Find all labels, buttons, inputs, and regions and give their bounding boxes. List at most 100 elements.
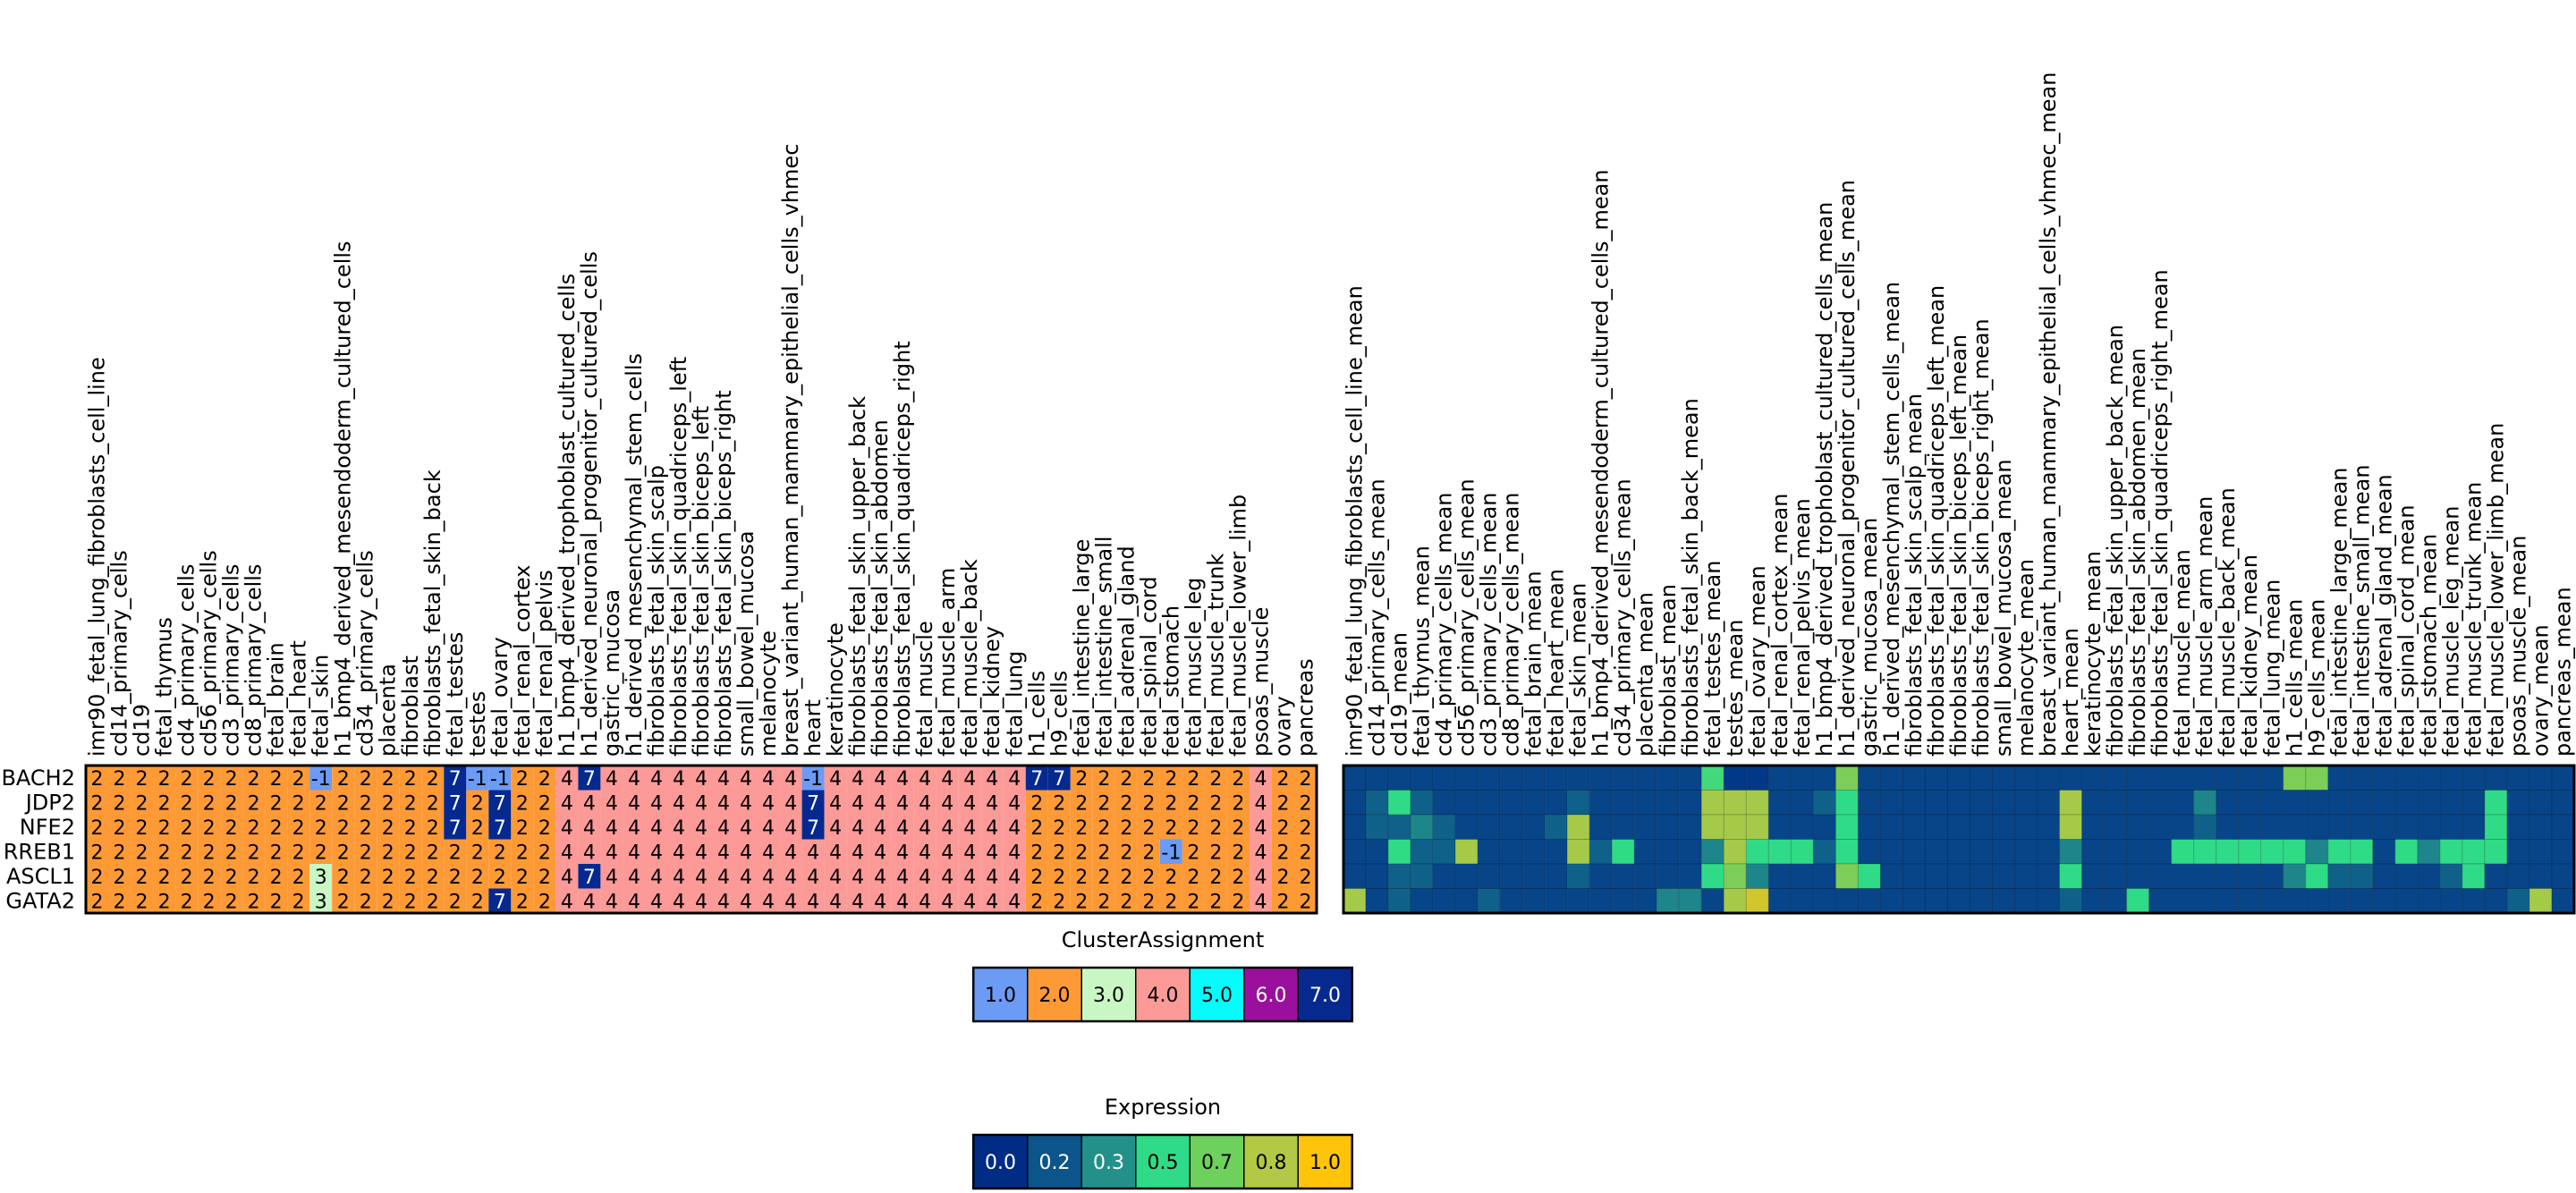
- legend-swatch: [1189, 1134, 1245, 1189]
- heatmap-cell: [734, 839, 758, 864]
- heatmap-cell: [1387, 888, 1411, 914]
- column-label: fibroblasts_fetal_skin_biceps_right: [711, 390, 736, 757]
- heatmap-cell: [2148, 765, 2173, 791]
- heatmap-cell: [1070, 790, 1093, 815]
- cell-label: 4: [1254, 842, 1267, 864]
- heatmap-cell: [1992, 790, 2016, 816]
- heatmap-cell: [1857, 839, 1881, 865]
- column-label: fibroblast: [398, 656, 423, 757]
- cell-label: 2: [427, 817, 439, 840]
- heatmap-cell: [421, 790, 445, 815]
- heatmap-cell: [86, 888, 109, 913]
- heatmap-cell: [1611, 888, 1635, 914]
- expression-legend: Expression 0.0 0.2 0.3 0.5 0.7 0.8 1.0: [972, 1095, 1353, 1190]
- cell-label: 4: [628, 867, 640, 889]
- cell-label: 2: [538, 817, 551, 840]
- heatmap-cell: [2238, 839, 2262, 865]
- cell-label: 2: [382, 867, 394, 889]
- heatmap-cell: [1025, 888, 1048, 913]
- cell-label: 4: [1008, 817, 1021, 840]
- heatmap-cell: [2283, 839, 2307, 865]
- cell-label: 4: [986, 768, 998, 791]
- cell-label: 2: [225, 842, 238, 864]
- column-label: fetal_heart_mean: [1544, 569, 1569, 757]
- heatmap-cell: [175, 864, 199, 889]
- heatmap-cell: [86, 864, 109, 889]
- heatmap-cell: [220, 839, 243, 864]
- cell-label: 4: [673, 842, 685, 864]
- heatmap-cell: [1589, 814, 1613, 840]
- heatmap-cell: [1970, 863, 1994, 889]
- heatmap-cell: [2305, 863, 2329, 889]
- cell-label: 2: [91, 842, 104, 864]
- cell-label: 4: [583, 842, 596, 864]
- cell-label: 2: [203, 842, 216, 864]
- heatmap-cell: [578, 815, 601, 840]
- heatmap-cell: [2283, 888, 2307, 914]
- cell-label: 4: [919, 891, 931, 913]
- heatmap-cell: [354, 888, 377, 913]
- heatmap-cell: [2506, 863, 2530, 889]
- heatmap-cell: [1365, 814, 1389, 840]
- heatmap-cell: [377, 815, 400, 840]
- cell-label: 2: [404, 817, 417, 840]
- cell-label: 4: [1254, 867, 1267, 889]
- heatmap-cell: [242, 766, 266, 791]
- heatmap-cell: [399, 790, 422, 815]
- heatmap-cell: [2059, 863, 2083, 889]
- cell-label: 2: [1120, 891, 1132, 913]
- legend-entry-label: 2.0: [1039, 985, 1071, 1007]
- cell-label: 4: [695, 817, 708, 840]
- heatmap-cell: [757, 888, 780, 913]
- cell-label: 4: [583, 792, 596, 815]
- heatmap-cell: [600, 864, 623, 889]
- cell-label: 2: [1276, 891, 1289, 913]
- heatmap-cell: [824, 888, 847, 913]
- cell-label: 2: [471, 792, 484, 815]
- heatmap-cell: [421, 815, 445, 840]
- heatmap-cell: [1544, 765, 1568, 791]
- cell-label: 2: [1142, 842, 1155, 864]
- heatmap-cell: [623, 766, 646, 791]
- column-label: cd34_primary_cells: [353, 550, 378, 757]
- column-label: fetal_skin: [309, 655, 334, 757]
- heatmap-cell: [2417, 814, 2441, 840]
- cell-label: 2: [1053, 817, 1065, 840]
- heatmap-cell: [2216, 790, 2240, 816]
- cell-label: 2: [1030, 792, 1043, 815]
- heatmap-cell: [1159, 864, 1182, 889]
- heatmap-cell: [2081, 765, 2106, 791]
- heatmap-cell: [757, 766, 780, 791]
- heatmap-cell: [1092, 864, 1115, 889]
- heatmap-cell: [891, 790, 914, 815]
- legend-swatch: [972, 1134, 1029, 1189]
- heatmap-cell: [1365, 863, 1389, 889]
- cell-label: 4: [561, 891, 573, 913]
- heatmap-cell: [1544, 790, 1568, 816]
- cell-label: 4: [561, 842, 573, 864]
- cell-label: 2: [1276, 817, 1289, 840]
- heatmap-cell: [936, 864, 959, 889]
- heatmap-cell: [2394, 790, 2419, 816]
- column-label: melanocyte_mean: [2013, 559, 2038, 757]
- cell-label: 2: [1276, 792, 1289, 815]
- heatmap-cell: [1946, 863, 1971, 889]
- cell-label: 2: [1232, 768, 1244, 791]
- cell-label: 4: [628, 768, 640, 791]
- heatmap-cell: [1611, 863, 1635, 889]
- heatmap-cell: [2171, 863, 2195, 889]
- heatmap-cell: [801, 839, 825, 864]
- heatmap-cell: [287, 839, 310, 864]
- column-label: fetal_muscle: [912, 621, 937, 757]
- heatmap-cell: [1790, 888, 1814, 914]
- cell-label: 2: [203, 768, 216, 791]
- column-label: fetal_stomach: [1158, 605, 1183, 757]
- cell-label: 4: [717, 891, 730, 913]
- heatmap-cell: [734, 766, 758, 791]
- heatmap-cell: [2529, 839, 2553, 865]
- column-label: cd56_primary_cells: [197, 550, 222, 757]
- heatmap-cell: [1477, 814, 1501, 840]
- heatmap-cell: [1589, 839, 1613, 865]
- column-label: fetal_brain: [264, 642, 289, 757]
- heatmap-cell: [1812, 814, 1836, 840]
